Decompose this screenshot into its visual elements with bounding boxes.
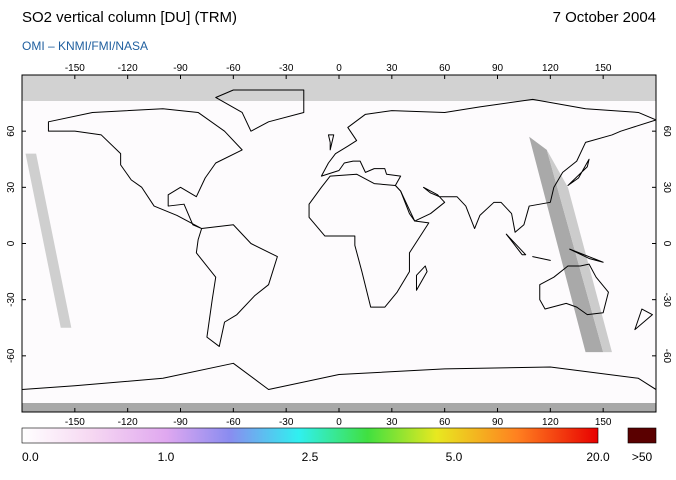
title: SO2 vertical column [DU] (TRM) <box>22 9 237 26</box>
lat-tick-label: 30 <box>661 182 672 194</box>
map <box>22 75 656 412</box>
lat-tick-label: -60 <box>661 349 672 364</box>
lon-tick-label: 60 <box>439 417 451 428</box>
lon-tick-label: 30 <box>386 63 398 74</box>
date: 7 October 2004 <box>553 9 656 26</box>
no-data-swath <box>25 153 72 328</box>
lat-tick-label: -30 <box>6 292 17 307</box>
colorbar-label: 0.0 <box>22 450 39 464</box>
lat-tick-label: -30 <box>661 292 672 307</box>
colorbar-label: 20.0 <box>586 450 610 464</box>
lon-tick-label: -60 <box>226 417 241 428</box>
lon-tick-label: -150 <box>65 63 85 74</box>
colorbar <box>21 427 599 444</box>
lon-tick-label: -120 <box>118 63 138 74</box>
lon-tick-label: -90 <box>173 63 188 74</box>
colorbar-label: 1.0 <box>158 450 175 464</box>
lon-tick-label: -150 <box>65 417 85 428</box>
lon-tick-label: 120 <box>542 417 559 428</box>
lon-tick-label: 30 <box>386 417 398 428</box>
source: OMI – KNMI/FMI/NASA <box>22 39 148 53</box>
lon-tick-label: 60 <box>439 63 451 74</box>
colorbar-labels: 0.0 1.0 2.5 5.0 20.0 <box>22 450 610 464</box>
map-background <box>22 75 656 412</box>
lat-tick-label: 0 <box>6 240 17 246</box>
lon-tick-label: 90 <box>492 63 504 74</box>
colorbar-label: 2.5 <box>302 450 319 464</box>
colorbar-label: 5.0 <box>446 450 463 464</box>
lon-tick-label: 150 <box>595 63 612 74</box>
map-layers <box>22 90 656 390</box>
lon-tick-label: 0 <box>336 417 342 428</box>
lon-tick-label: -60 <box>226 63 241 74</box>
coastline <box>48 109 242 229</box>
no-data-south <box>22 403 656 412</box>
lon-tick-label: -30 <box>279 417 294 428</box>
coastline <box>309 174 429 307</box>
lon-tick-label: 150 <box>595 417 612 428</box>
lat-tick-label: 60 <box>6 125 17 137</box>
coastline <box>540 264 653 330</box>
coastline <box>196 225 277 347</box>
lon-tick-label: -30 <box>279 63 294 74</box>
lon-tick-label: -90 <box>173 417 188 428</box>
lon-tick-label: 120 <box>542 63 559 74</box>
lat-tick-label: 60 <box>661 126 672 138</box>
lat-tick-label: 30 <box>6 181 17 193</box>
coastline <box>328 135 603 290</box>
no-data-north <box>22 75 656 101</box>
no-data-swath <box>529 136 604 353</box>
coastline <box>216 90 304 131</box>
lon-tick-label: -120 <box>118 417 138 428</box>
no-data-swath <box>546 149 612 353</box>
coastline <box>321 99 656 232</box>
lon-tick-label: 90 <box>492 417 504 428</box>
lat-tick-label: -60 <box>6 348 17 363</box>
lon-tick-label: 0 <box>336 63 342 74</box>
lat-tick-label: 0 <box>661 241 672 247</box>
coastline <box>22 363 656 389</box>
colorbar-overflow-label: >50 <box>632 450 653 464</box>
colorbar-overflow <box>627 427 657 444</box>
